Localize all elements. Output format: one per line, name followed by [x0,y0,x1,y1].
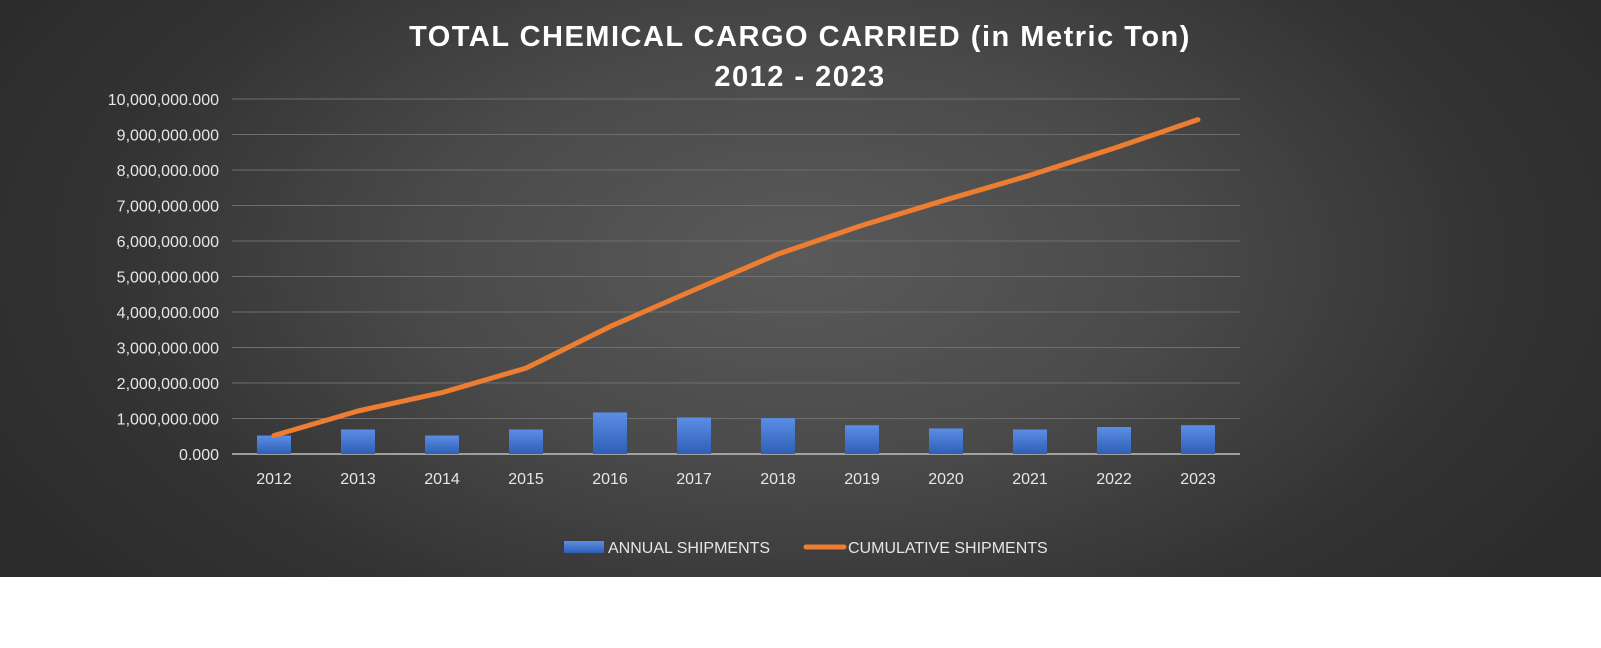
legend-swatch-bar [564,541,604,553]
bar [761,418,795,454]
x-tick-label: 2015 [508,471,544,488]
x-tick-label: 2014 [424,471,460,488]
bar [1013,429,1047,454]
line-series [271,117,1201,438]
y-tick-label: 6,000,000.000 [117,234,219,251]
bar [257,435,291,454]
bar [341,429,375,454]
line-point [357,410,359,412]
x-tick-label: 2017 [676,471,712,488]
chart: TOTAL CHEMICAL CARGO CARRIED (in Metric … [107,21,1240,557]
chart-subtitle: 2012 - 2023 [714,61,885,93]
x-axis-ticks: 2012 2013 2014 2015 2016 2017 2018 2019 2020 2021… [256,471,1216,488]
chart-panel: TOTAL CHEMICAL CARGO CARRIED (in Metric … [0,0,1601,577]
x-tick-label: 2012 [256,471,292,488]
y-tick-label: 1,000,000.000 [117,412,219,429]
x-tick-label: 2023 [1180,471,1216,488]
legend-label: ANNUAL SHIPMENTS [608,540,770,557]
line-point [273,435,275,437]
y-tick-label: 10,000,000.000 [108,92,219,109]
line-point [861,224,863,226]
bar [425,435,459,454]
line-point [777,253,779,255]
line-point [1029,174,1031,176]
bar-series [257,412,1215,454]
y-axis-ticks: 0.000 1,000,000.000 2,000,000.000 3,000,000… [108,92,219,464]
line-point [693,289,695,291]
chart-title: TOTAL CHEMICAL CARGO CARRIED (in Metric … [409,21,1191,53]
x-tick-label: 2016 [592,471,628,488]
x-tick-label: 2022 [1096,471,1132,488]
bar [509,429,543,454]
line-point [441,392,443,394]
line-point [525,367,527,369]
y-tick-label: 7,000,000.000 [117,199,219,216]
gridlines [232,98,1240,455]
x-tick-label: 2021 [1012,471,1048,488]
bar [593,412,627,454]
legend-label: CUMULATIVE SHIPMENTS [848,540,1048,557]
x-tick-label: 2018 [760,471,796,488]
y-tick-label: 5,000,000.000 [117,270,219,287]
line-point [945,199,947,201]
cumulative-line [271,117,1201,438]
line-point [1113,147,1115,149]
bar [677,417,711,454]
legend: ANNUAL SHIPMENTS CUMULATIVE SHIPMENTS [564,540,1048,557]
line-point [609,326,611,328]
bar [1181,425,1215,454]
y-tick-label: 3,000,000.000 [117,341,219,358]
y-tick-label: 4,000,000.000 [117,305,219,322]
x-tick-label: 2019 [844,471,880,488]
y-tick-label: 2,000,000.000 [117,376,219,393]
line-point [1197,119,1199,121]
bar [1097,427,1131,454]
bar [845,425,879,454]
bar [929,428,963,454]
x-tick-label: 2013 [340,471,376,488]
y-tick-label: 0.000 [179,447,219,464]
x-tick-label: 2020 [928,471,964,488]
y-tick-label: 8,000,000.000 [117,163,219,180]
y-tick-label: 9,000,000.000 [117,128,219,145]
